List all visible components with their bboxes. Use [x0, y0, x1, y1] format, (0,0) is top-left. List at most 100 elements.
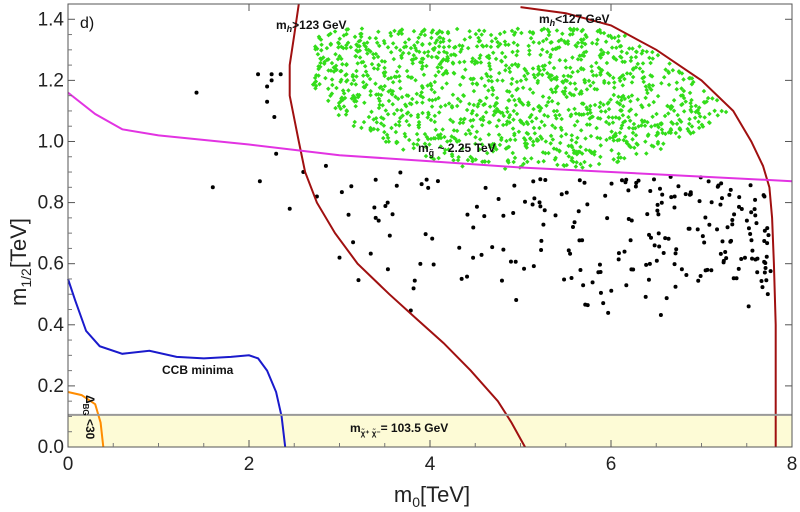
black-point	[658, 312, 663, 317]
green-point	[433, 73, 438, 78]
black-point	[719, 181, 724, 186]
green-point	[451, 157, 456, 163]
black-point	[748, 183, 753, 188]
delta-bg-label: ΔBG <30	[81, 395, 97, 440]
green-point	[478, 60, 484, 65]
black-point	[728, 187, 733, 192]
black-point	[426, 185, 431, 190]
black-point	[337, 255, 342, 260]
green-point	[371, 117, 376, 122]
black-point	[603, 193, 608, 198]
black-point	[746, 226, 751, 231]
black-point	[616, 257, 621, 262]
green-point	[419, 83, 425, 89]
green-point	[492, 144, 497, 149]
black-point	[725, 225, 730, 230]
green-point	[373, 51, 379, 57]
black-point	[368, 251, 373, 256]
green-point	[379, 115, 384, 120]
green-point	[362, 43, 367, 48]
black-point	[655, 208, 660, 213]
green-point	[380, 87, 386, 92]
black-point	[605, 216, 610, 221]
black-point	[645, 212, 650, 217]
black-point	[737, 195, 742, 200]
black-point	[539, 238, 544, 243]
black-point	[679, 267, 684, 272]
black-point	[385, 267, 390, 272]
green-point	[476, 39, 482, 44]
green-point	[443, 147, 448, 153]
green-point	[504, 138, 509, 144]
green-point	[445, 29, 451, 35]
black-point	[349, 184, 354, 189]
black-point	[598, 290, 603, 295]
mh-low-contour	[288, 3, 526, 448]
black-point	[512, 183, 517, 188]
black-point	[479, 252, 484, 257]
black-point	[765, 241, 770, 246]
black-point	[577, 178, 582, 183]
black-point	[624, 283, 629, 288]
green-point	[470, 158, 475, 164]
black-point	[727, 192, 732, 197]
green-point	[354, 74, 359, 79]
green-point	[480, 114, 486, 120]
black-point	[721, 260, 726, 265]
black-point	[431, 262, 436, 267]
green-point	[427, 142, 432, 147]
green-point	[450, 119, 456, 125]
mh-low-label: mh>123 GeV	[276, 18, 347, 34]
black-point	[626, 216, 631, 221]
x-axis-title: m0[TeV]	[394, 482, 470, 510]
black-point	[709, 268, 714, 273]
black-point	[643, 294, 648, 299]
black-point	[663, 236, 668, 241]
black-point	[716, 183, 721, 188]
black-point	[387, 233, 392, 238]
green-point	[420, 56, 426, 62]
green-point	[477, 137, 483, 142]
black-point	[623, 180, 628, 185]
green-point	[486, 159, 491, 165]
black-point	[194, 90, 199, 95]
green-point	[552, 125, 558, 131]
y-axis-title: m1/2[TeV]	[6, 218, 34, 306]
black-point	[566, 248, 571, 253]
green-point	[461, 93, 467, 99]
black-point	[737, 204, 742, 209]
delta-bg-line	[67, 391, 105, 448]
black-point	[606, 310, 611, 315]
green-point	[494, 123, 500, 129]
black-point	[661, 251, 666, 256]
black-point	[609, 181, 614, 186]
black-point	[654, 258, 659, 263]
black-point	[749, 238, 754, 243]
black-point	[657, 186, 662, 191]
black-point	[731, 276, 736, 281]
green-point	[415, 142, 420, 147]
black-point	[274, 151, 279, 156]
black-point	[424, 177, 429, 182]
black-point	[531, 264, 536, 269]
black-point	[673, 284, 678, 289]
black-point	[538, 177, 543, 182]
black-point	[707, 222, 712, 227]
gluino-mass-line	[67, 91, 793, 183]
green-point	[453, 136, 458, 142]
black-point	[513, 259, 518, 264]
green-point	[469, 156, 475, 161]
black-point	[752, 207, 757, 212]
black-point	[718, 202, 723, 207]
green-point	[438, 104, 444, 109]
green-point	[395, 96, 401, 102]
black-point	[372, 205, 377, 210]
black-point	[570, 224, 575, 229]
panel-label: d)	[80, 15, 94, 32]
black-point	[269, 72, 274, 77]
green-point	[389, 92, 395, 97]
green-point	[479, 122, 485, 128]
black-point	[585, 202, 590, 207]
black-point	[339, 190, 344, 195]
